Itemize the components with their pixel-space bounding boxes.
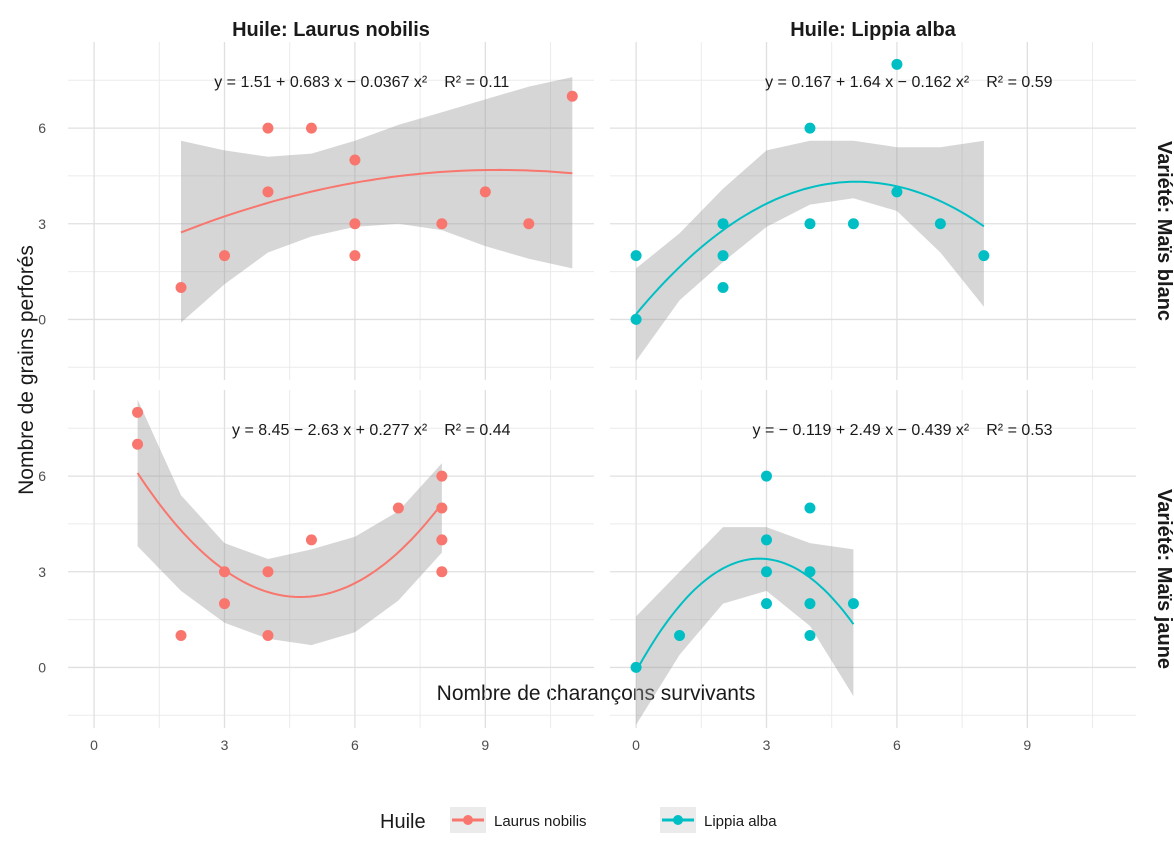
panel-1-confidence-band (181, 77, 573, 323)
legend-label-laurus-nobilis: Laurus nobilis (494, 813, 587, 830)
panel-2-point-5 (717, 282, 729, 294)
panel-3-point-9 (392, 502, 404, 514)
panel-4-point-7 (804, 502, 816, 514)
panel-3-point-1 (132, 406, 144, 418)
panel-4-point-9 (804, 598, 816, 610)
panel-2-point-12 (978, 250, 990, 262)
panel-4-point-4 (760, 534, 772, 546)
panel-3-point-2 (132, 438, 144, 450)
panel-2-point-9 (891, 58, 903, 70)
panel-1-point-3 (262, 122, 274, 134)
legend: Huile Laurus nobilis Lippia alba (380, 807, 777, 833)
x-axis-title: Nombre de charançons survivants (437, 682, 756, 705)
panel-2-point-8 (847, 218, 859, 230)
legend-item-lippia-alba: Lippia alba (660, 807, 777, 833)
panel-1-equation: y = 1.51 + 0.683 x − 0.0367 x² (214, 74, 428, 91)
panel-4-point-8 (804, 566, 816, 578)
panel-2: y = 0.167 + 1.64 x − 0.162 x² R² = 0.59 (610, 42, 1136, 380)
panel-2-point-2 (630, 313, 642, 325)
panel-3-point-3 (175, 630, 187, 642)
panel-1-point-4 (262, 186, 274, 198)
y-tick-label-row1-3: 3 (38, 216, 46, 232)
x-tick-label-col2-9: 9 (1023, 737, 1031, 753)
panel-3-point-11 (436, 502, 448, 514)
panel-3-point-10 (436, 470, 448, 482)
x-tick-label-col1-9: 9 (481, 737, 489, 753)
panel-3-point-5 (218, 598, 230, 610)
panel-4-point-3 (760, 470, 772, 482)
legend-key-laurus-dot (463, 815, 473, 825)
panels: y = 1.51 + 0.683 x − 0.0367 x² R² = 0.11 H… (38, 19, 1174, 753)
strip-title-variete-mais-blanc: Variété: Maïs blanc (1153, 141, 1174, 321)
panel-3: y = 8.45 − 2.63 x + 0.277 x² R² = 0.44 (68, 390, 594, 728)
strip-title-huile-lippia-alba: Huile: Lippia alba (790, 19, 956, 41)
y-tick-label-row1-6: 6 (38, 120, 46, 136)
legend-title: Huile (380, 811, 426, 833)
panel-4-point-5 (760, 566, 772, 578)
panel-1-point-7 (349, 218, 361, 230)
panel-2-point-10 (891, 186, 903, 198)
panel-4-confidence-band (636, 527, 854, 725)
panel-3-point-8 (305, 534, 317, 546)
panel-3-r-squared: R² = 0.44 (444, 422, 510, 439)
panel-3-point-12 (436, 534, 448, 546)
panel-1-point-5 (305, 122, 317, 134)
panel-4-point-6 (760, 598, 772, 610)
panel-1-point-1 (175, 282, 187, 294)
panel-1-point-11 (523, 218, 535, 230)
x-tick-label-col1-3: 3 (221, 737, 229, 753)
panel-4-fit-line (635, 557, 855, 672)
panel-2-point-4 (717, 250, 729, 262)
x-tick-label-col2-3: 3 (763, 737, 771, 753)
panel-3-confidence-band (137, 399, 442, 646)
panel-1-point-10 (479, 186, 491, 198)
panel-2-point-6 (804, 122, 816, 134)
panel-2-fit-line (635, 180, 985, 315)
panel-3-fit-line (136, 472, 443, 599)
x-tick-label-col1-6: 6 (351, 737, 359, 753)
strip-title-huile-laurus-nobilis: Huile: Laurus nobilis (232, 19, 430, 41)
panel-1-r-squared: R² = 0.11 (444, 74, 509, 91)
panel-1-point-6 (349, 154, 361, 166)
panel-4-r-squared: R² = 0.53 (986, 422, 1052, 439)
x-tick-label-col2-0: 0 (632, 737, 640, 753)
panel-4-point-1 (630, 661, 642, 673)
y-axis-title-group: Nombre de grains perforés (15, 245, 38, 495)
panel-2-point-1 (630, 250, 642, 262)
panel-1-point-9 (436, 218, 448, 230)
panel-1-fit-line (180, 168, 573, 234)
panel-1: y = 1.51 + 0.683 x − 0.0367 x² R² = 0.11 (68, 42, 594, 380)
panel-2-equation: y = 0.167 + 1.64 x − 0.162 x² (765, 74, 970, 91)
legend-key-lippia-dot (673, 815, 683, 825)
panel-2-point-7 (804, 218, 816, 230)
panel-4-point-10 (804, 630, 816, 642)
panel-3-point-13 (436, 566, 448, 578)
panel-3-point-4 (218, 566, 230, 578)
panel-3-equation: y = 8.45 − 2.63 x + 0.277 x² (232, 422, 428, 439)
panel-3-point-6 (262, 566, 274, 578)
x-tick-label-col2-6: 6 (893, 737, 901, 753)
panel-4: y = − 0.119 + 2.49 x − 0.439 x² R² = 0.53 (610, 390, 1136, 728)
y-tick-label-row1-0: 0 (38, 311, 46, 327)
y-axis-title: Nombre de grains perforés (15, 245, 38, 495)
y-tick-label-row2-6: 6 (38, 468, 46, 484)
panel-4-point-11 (847, 598, 859, 610)
panel-3-point-7 (262, 630, 274, 642)
panel-4-point-2 (674, 630, 686, 642)
legend-label-lippia-alba: Lippia alba (704, 813, 777, 830)
panel-2-confidence-band (636, 140, 984, 361)
panel-2-r-squared: R² = 0.59 (986, 74, 1052, 91)
x-tick-label-col1-0: 0 (90, 737, 98, 753)
legend-item-laurus-nobilis: Laurus nobilis (450, 807, 587, 833)
panel-2-point-11 (934, 218, 946, 230)
panel-4-equation: y = − 0.119 + 2.49 x − 0.439 x² (753, 422, 970, 439)
strip-title-variete-mais-jaune: Variété: Maïs jaune (1153, 489, 1174, 669)
panel-1-point-12 (566, 90, 578, 102)
panel-1-point-8 (349, 250, 361, 262)
y-tick-label-row2-0: 0 (38, 659, 46, 675)
panel-2-point-3 (717, 218, 729, 230)
panel-1-point-2 (218, 250, 230, 262)
y-tick-label-row2-3: 3 (38, 564, 46, 580)
